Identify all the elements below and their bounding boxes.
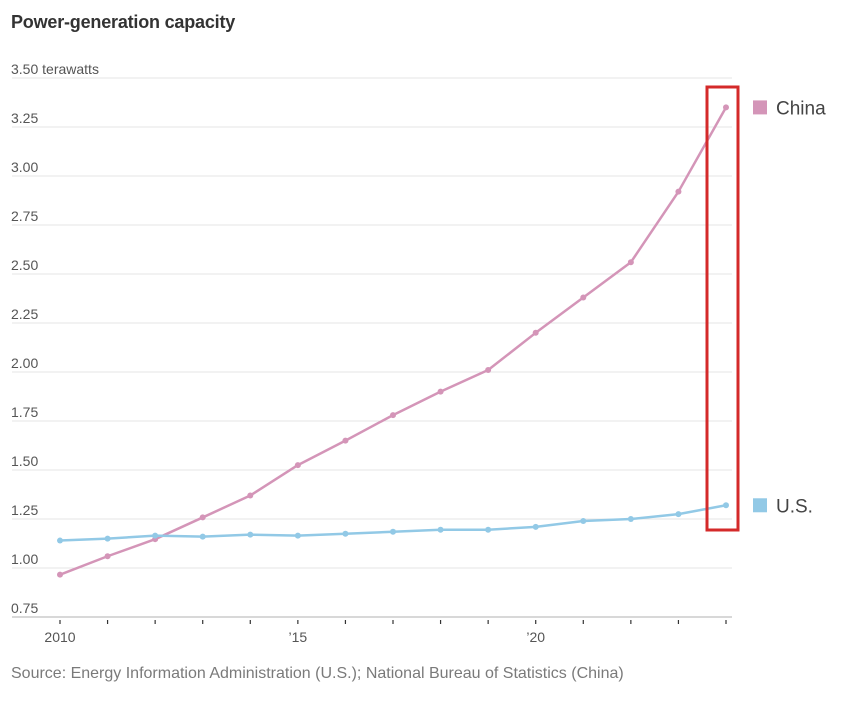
data-point	[247, 492, 254, 499]
data-point	[485, 367, 492, 374]
data-point	[390, 528, 396, 535]
y-tick-label: 2.00	[11, 355, 38, 371]
y-tick-label: 3.25	[11, 110, 38, 126]
legend-swatch	[753, 100, 767, 115]
data-point	[532, 523, 539, 530]
data-point	[294, 532, 301, 539]
y-tick-label: 2.25	[11, 306, 38, 322]
data-point	[627, 259, 634, 266]
source-note: Source: Energy Information Administratio…	[11, 665, 624, 682]
y-tick-label: 3.00	[11, 159, 38, 175]
data-point	[152, 532, 159, 539]
data-point	[199, 514, 206, 521]
data-point	[342, 437, 349, 444]
series-line-china	[59, 106, 728, 576]
data-point	[104, 535, 111, 542]
data-point	[57, 571, 63, 578]
y-tick-label: 1.50	[11, 453, 38, 469]
data-point	[437, 526, 444, 533]
y-tick-label: 2.50	[11, 257, 38, 273]
data-point	[627, 516, 634, 522]
x-tick-label: ’15	[289, 629, 308, 645]
series-line-us	[59, 504, 727, 542]
data-point	[104, 553, 111, 560]
data-point	[57, 537, 63, 544]
data-point	[437, 388, 444, 395]
data-point	[247, 531, 254, 538]
legend-label: China	[776, 98, 826, 119]
y-tick-label: 0.75	[11, 600, 38, 616]
data-point	[390, 412, 396, 419]
legend-label: U.S.	[776, 496, 813, 517]
data-point	[723, 502, 729, 509]
data-point	[580, 294, 587, 301]
legend-swatch	[753, 498, 767, 513]
data-point	[675, 188, 682, 195]
data-point	[580, 517, 587, 524]
y-tick-label: 1.25	[11, 502, 38, 518]
y-tick-label: 1.00	[11, 551, 38, 567]
data-point	[294, 462, 301, 469]
data-point	[342, 530, 349, 537]
x-tick-label: ’20	[526, 629, 545, 645]
highlight-box	[705, 85, 740, 532]
data-point	[485, 526, 492, 533]
chart-title: Power-generation capacity	[11, 12, 236, 32]
y-tick-label: 1.75	[11, 404, 38, 420]
data-point	[723, 104, 729, 111]
y-tick-label: 2.75	[11, 208, 38, 224]
data-point	[675, 511, 682, 518]
y-tick-label: 3.50 terawatts	[11, 61, 99, 77]
data-point	[532, 329, 539, 336]
x-tick-label: 2010	[44, 629, 75, 645]
data-point	[199, 533, 206, 540]
